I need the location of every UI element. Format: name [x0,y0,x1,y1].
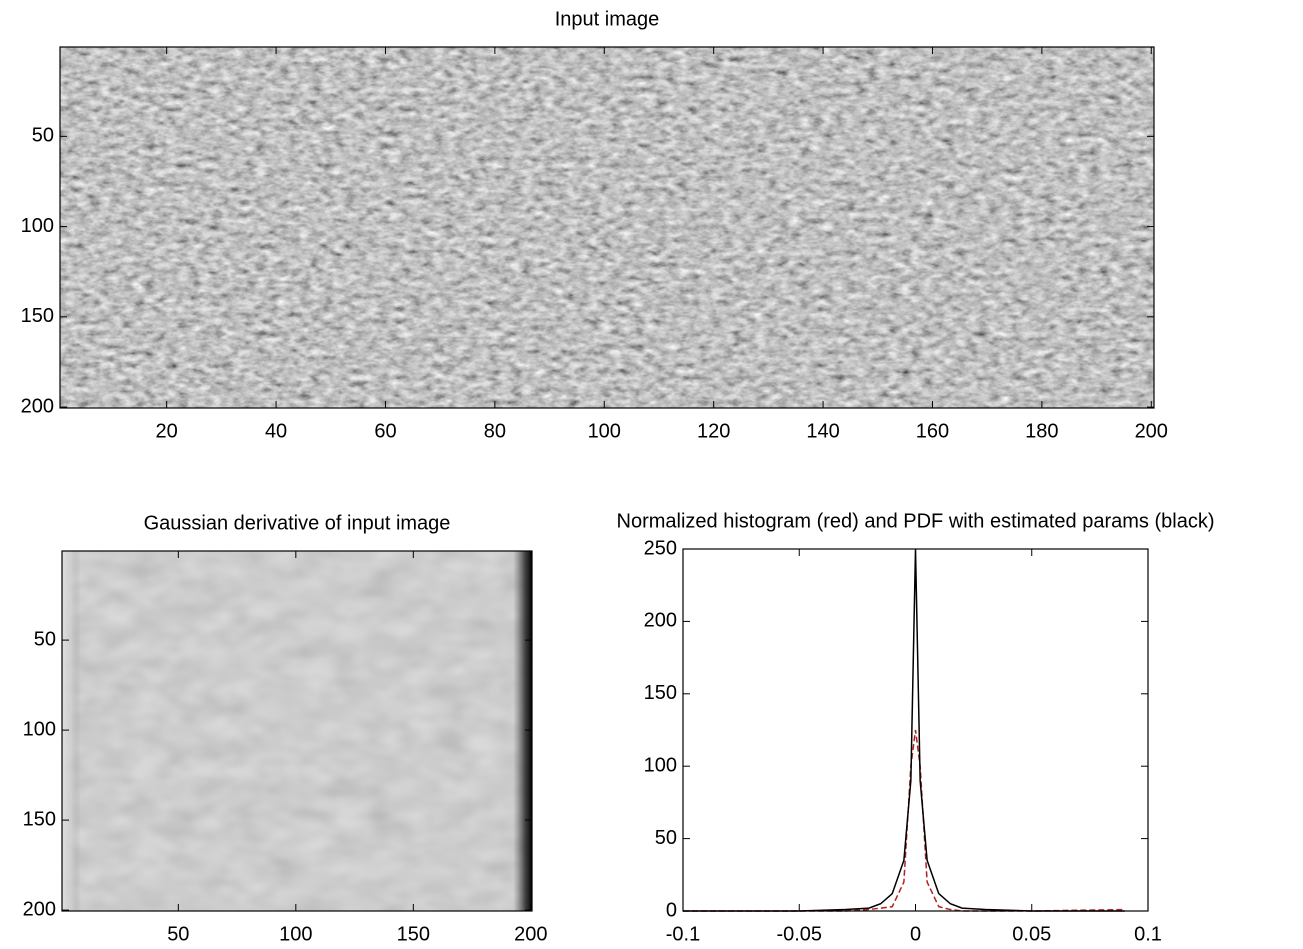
y-tick-label: 100 [23,718,56,740]
x-tick-label: 0 [910,923,921,945]
chart-title: Input image [555,8,660,30]
x-tick-label: -0.05 [776,923,822,945]
y-tick-label: 50 [32,125,54,147]
x-tick-label: -0.1 [666,923,700,945]
x-tick-label: 100 [279,923,312,945]
x-tick-label: 160 [916,420,949,442]
y-tick-label: 50 [34,628,56,650]
series-line [683,729,1125,912]
x-tick-label: 180 [1025,420,1058,442]
y-tick-label: 150 [23,808,56,830]
x-tick-label: 0.1 [1134,923,1162,945]
y-tick-label: 250 [644,537,677,559]
x-tick-label: 40 [265,420,287,442]
chart-title: Normalized histogram (red) and PDF with … [617,510,1215,532]
y-tick-label: 200 [644,610,677,632]
x-tick-label: 200 [514,923,547,945]
image-edge [62,551,532,911]
y-tick-label: 150 [21,305,54,327]
axes-box [59,46,1155,409]
x-tick-label: 20 [156,420,178,442]
chart-title: Gaussian derivative of input image [144,512,451,534]
y-tick-label: 200 [23,898,56,920]
y-tick-label: 100 [21,215,54,237]
x-tick-label: 120 [697,420,730,442]
y-tick-label: 0 [666,899,677,921]
x-tick-label: 100 [588,420,621,442]
x-tick-label: 0.05 [1012,923,1051,945]
x-tick-label: 140 [806,420,839,442]
y-tick-label: 200 [21,395,54,417]
x-tick-label: 200 [1135,420,1168,442]
y-tick-label: 50 [655,827,677,849]
x-tick-label: 50 [167,923,189,945]
x-tick-label: 60 [374,420,396,442]
axes-box [61,550,533,912]
y-tick-label: 100 [644,754,677,776]
y-tick-label: 150 [644,682,677,704]
image [60,47,1154,408]
x-tick-label: 150 [397,923,430,945]
x-tick-label: 80 [484,420,506,442]
